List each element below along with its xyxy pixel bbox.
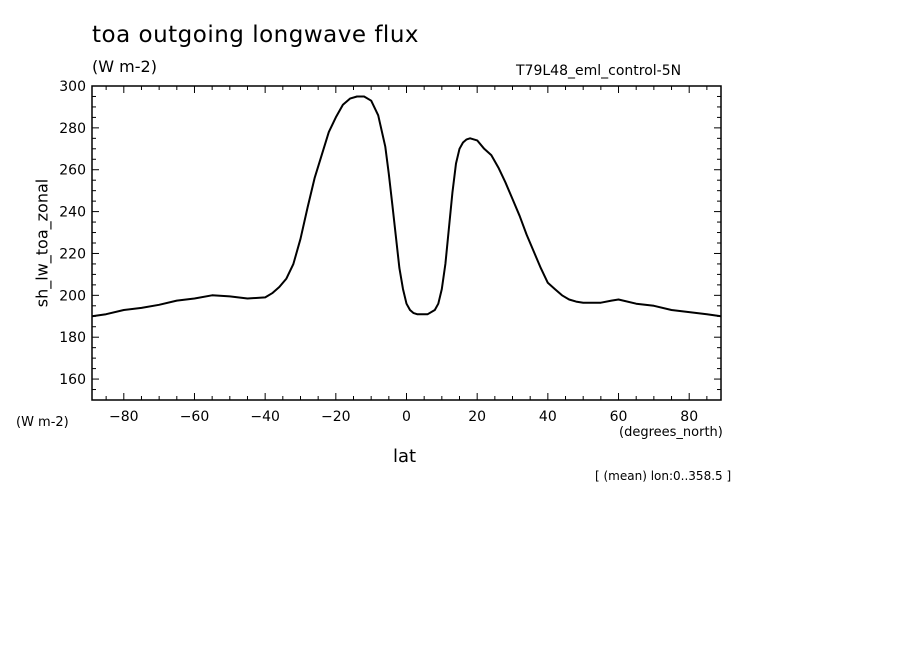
y-tick-label: 160 xyxy=(59,372,86,388)
plot-frame xyxy=(91,85,722,401)
y-tick-label: 240 xyxy=(59,205,86,221)
series-line xyxy=(91,95,722,318)
chart-units: (W m-2) xyxy=(92,57,157,76)
y-tick-label: 180 xyxy=(59,330,86,346)
y-tick-label: 280 xyxy=(59,121,86,137)
mean-note: [ (mean) lon:0..358.5 ] xyxy=(595,469,732,483)
x-tick-label: −60 xyxy=(180,409,210,425)
x-tick-label: −40 xyxy=(250,409,280,425)
x-tick-label: 80 xyxy=(680,409,698,425)
x-tick-label: −80 xyxy=(109,409,139,425)
x-tick-label: 0 xyxy=(402,409,411,425)
chart-title: toa outgoing longwave flux xyxy=(92,22,420,48)
run-label: T79L48_eml_control-5N xyxy=(516,63,682,79)
left-units-label: (W m-2) xyxy=(16,415,69,430)
axis-ticks xyxy=(92,86,721,400)
x-axis-label: lat xyxy=(393,446,417,467)
x-tick-label: 40 xyxy=(539,409,557,425)
y-tick-label: 300 xyxy=(59,79,86,95)
axis-tick-labels: −80 −60 −40 −20 0 20 40 60 80 160 180 200 220 240 260 2… xyxy=(59,79,698,425)
x-tick-label: 20 xyxy=(468,409,486,425)
y-tick-label: 200 xyxy=(59,288,86,304)
y-tick-label: 260 xyxy=(59,163,86,179)
x-tick-label: 60 xyxy=(610,409,628,425)
x-units-label: (degrees_north) xyxy=(619,425,723,440)
x-tick-label: −20 xyxy=(321,409,351,425)
y-tick-label: 220 xyxy=(59,246,86,262)
